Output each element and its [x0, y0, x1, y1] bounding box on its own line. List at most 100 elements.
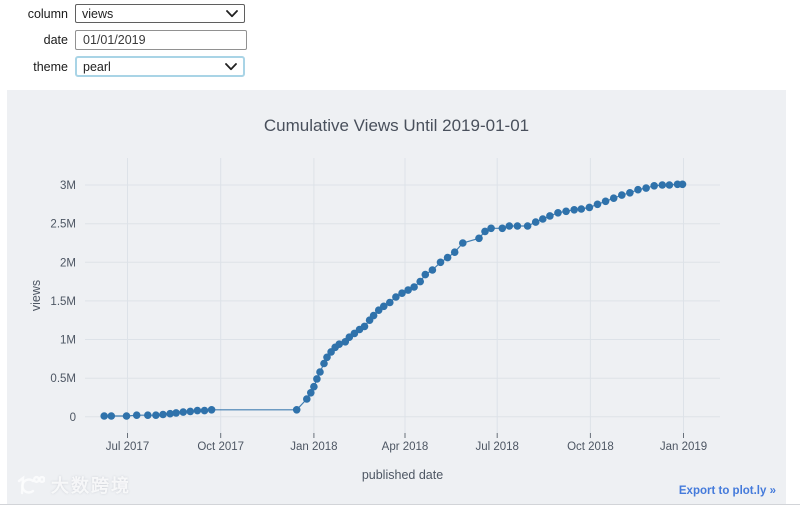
- data-point[interactable]: [678, 180, 687, 189]
- data-point[interactable]: [392, 293, 400, 301]
- theme-row: theme pearl: [0, 56, 245, 77]
- column-row: column views: [0, 4, 245, 23]
- data-point[interactable]: [459, 239, 467, 247]
- data-point[interactable]: [475, 234, 483, 243]
- export-to-plotly-link[interactable]: Export to plot.ly »: [678, 485, 776, 497]
- x-tick-label: Apr 2018: [382, 441, 429, 453]
- y-tick-label: 1M: [60, 335, 76, 347]
- data-point[interactable]: [450, 248, 459, 256]
- x-tick-label: Jan 2018: [290, 441, 337, 453]
- column-select[interactable]: views: [76, 5, 244, 23]
- data-point[interactable]: [323, 353, 331, 362]
- chart-panel: Cumulative Views Until 2019-01-01 Jul 20…: [7, 90, 786, 504]
- bottom-divider: [0, 504, 800, 505]
- data-point[interactable]: [307, 389, 315, 397]
- data-point[interactable]: [207, 406, 216, 414]
- data-point[interactable]: [650, 182, 658, 190]
- data-point[interactable]: [642, 184, 650, 192]
- theme-label: theme: [33, 59, 68, 74]
- data-point[interactable]: [132, 411, 141, 420]
- date-row: date: [0, 30, 247, 50]
- data-point[interactable]: [186, 407, 195, 416]
- data-point[interactable]: [601, 197, 610, 206]
- y-tick-label: 2M: [60, 257, 76, 269]
- data-point[interactable]: [159, 410, 167, 419]
- data-point[interactable]: [546, 212, 554, 220]
- data-point[interactable]: [585, 203, 594, 212]
- watermark: 大数跨境: [15, 472, 131, 498]
- y-tick-label: 2.5M: [50, 219, 76, 231]
- data-point[interactable]: [443, 253, 452, 262]
- data-point[interactable]: [428, 266, 437, 274]
- data-point[interactable]: [320, 359, 328, 368]
- data-point[interactable]: [107, 412, 116, 420]
- data-point[interactable]: [554, 209, 562, 217]
- data-point[interactable]: [481, 227, 489, 236]
- watermark-logo-icon: [17, 475, 45, 495]
- data-point[interactable]: [531, 218, 540, 226]
- y-axis-title: views: [29, 280, 43, 311]
- data-point[interactable]: [416, 277, 425, 286]
- data-point[interactable]: [144, 411, 152, 420]
- chart-title: Cumulative Views Until 2019-01-01: [263, 116, 530, 135]
- data-point[interactable]: [152, 411, 160, 420]
- data-point[interactable]: [562, 207, 570, 216]
- data-point[interactable]: [193, 406, 202, 415]
- data-point[interactable]: [626, 189, 634, 197]
- x-tick-label: Oct 2018: [567, 441, 614, 453]
- data-point[interactable]: [179, 408, 187, 416]
- data-point[interactable]: [335, 340, 344, 348]
- data-point[interactable]: [100, 412, 108, 420]
- date-input[interactable]: [75, 30, 247, 50]
- data-point[interactable]: [410, 283, 418, 291]
- theme-select-wrap: pearl: [75, 56, 245, 77]
- data-point[interactable]: [360, 322, 369, 331]
- data-point[interactable]: [386, 298, 394, 307]
- chart-canvas: Jul 2017 Oct 2017 Jan 2018 Apr 2018 Jul 2018…: [29, 158, 720, 482]
- data-point[interactable]: [380, 302, 388, 311]
- data-point[interactable]: [310, 382, 318, 391]
- y-tick-label: 0.5M: [50, 373, 76, 385]
- data-point[interactable]: [369, 311, 378, 320]
- column-select-wrap: views: [75, 4, 245, 23]
- data-point[interactable]: [404, 286, 412, 294]
- x-tick-label: Jul 2018: [475, 441, 518, 453]
- theme-select[interactable]: pearl: [77, 58, 243, 76]
- x-tick-label: Jul 2017: [106, 441, 149, 453]
- data-point[interactable]: [303, 395, 311, 403]
- y-tick-label: 1.5M: [50, 296, 76, 308]
- series-line: [104, 183, 683, 417]
- data-point[interactable]: [593, 200, 602, 209]
- y-tick-label: 3M: [60, 180, 76, 192]
- data-point[interactable]: [487, 224, 495, 233]
- data-point[interactable]: [498, 224, 507, 233]
- column-label: column: [27, 6, 68, 21]
- data-point[interactable]: [658, 181, 667, 189]
- data-point[interactable]: [398, 289, 406, 297]
- data-point[interactable]: [609, 194, 618, 202]
- data-point[interactable]: [634, 185, 642, 194]
- y-tick-label: 0: [70, 412, 76, 424]
- data-point[interactable]: [505, 222, 514, 230]
- data-point[interactable]: [570, 206, 578, 214]
- data-point[interactable]: [539, 215, 547, 223]
- data-point[interactable]: [665, 181, 674, 189]
- data-point[interactable]: [513, 222, 522, 230]
- data-point[interactable]: [122, 412, 131, 420]
- data-point[interactable]: [292, 406, 301, 414]
- data-point[interactable]: [316, 368, 324, 376]
- x-axis-title: published date: [362, 468, 443, 482]
- data-point[interactable]: [200, 406, 209, 415]
- data-point[interactable]: [577, 205, 586, 213]
- date-label: date: [43, 33, 68, 47]
- data-point[interactable]: [166, 409, 174, 418]
- data-point[interactable]: [618, 191, 626, 199]
- data-point[interactable]: [436, 258, 445, 267]
- data-point[interactable]: [421, 270, 430, 279]
- data-point[interactable]: [313, 375, 321, 383]
- watermark-text: 大数跨境: [51, 476, 131, 496]
- data-point[interactable]: [172, 409, 180, 417]
- x-tick-label: Jan 2019: [660, 441, 707, 453]
- data-point[interactable]: [523, 222, 532, 230]
- x-tick-label: Oct 2017: [197, 441, 244, 453]
